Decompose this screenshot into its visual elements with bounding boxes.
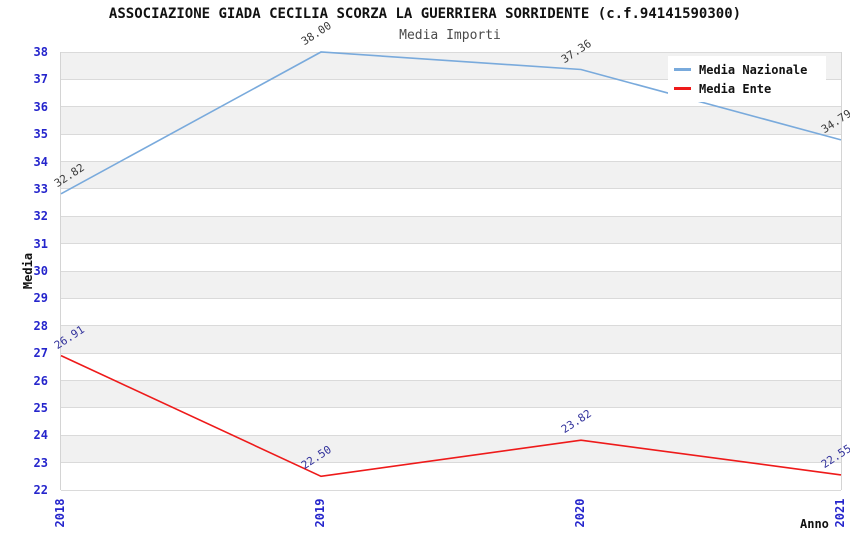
y-tick-label: 29 [33,291,48,306]
y-tick-label: 22 [33,483,48,497]
plot-band [61,353,841,381]
y-tick-label: 34 [33,154,48,169]
grid-line [61,297,841,299]
grid-line [61,489,841,491]
series-lines [60,51,842,478]
y-tick-label: 30 [33,264,48,278]
grid-line [61,51,841,53]
y-tick-label: 31 [33,236,48,251]
chart-title: ASSOCIAZIONE GIADA CECILIA SCORZA LA GUE… [108,6,742,22]
y-tick-label: 26 [33,373,48,388]
plot-band [61,407,841,436]
x-tick-label: 2020 [573,498,587,528]
y-tick-label: 24 [33,428,48,443]
x-tick-label: 2019 [313,498,327,528]
grid-line [61,407,841,409]
legend-item-media-ente: Media Ente [674,79,820,98]
plot-band [61,134,841,162]
grid-line [61,133,841,135]
grid-line [61,215,841,217]
grid-line [61,243,841,245]
plot-band [61,380,841,408]
plot-band [61,271,841,299]
chart-subtitle: Media Importi [399,28,501,43]
plot-area: 32.82 38.00 37.36 34.79 26.91 22.50 23.82 22.55 [52,19,850,491]
plot-band [61,243,841,271]
grid-line [61,188,841,190]
legend-label: Media Nazionale [699,62,808,77]
plot-band [61,188,841,217]
legend-item-media-nazionale: Media Nazionale [674,60,820,79]
legend-swatch-blue-line-icon [674,68,691,71]
series-line-media-ente [60,354,842,478]
plot-band [61,161,841,189]
grid-line [61,325,841,327]
x-tick-label: 2021 [833,498,847,528]
y-tick-label: 32 [33,209,48,224]
y-tick-label: 28 [33,318,48,333]
plot-band [61,298,841,326]
grid-line [61,161,841,162]
y-tick-label: 37 [33,72,48,87]
plot-band [61,106,841,135]
grid-line [61,270,841,272]
y-tick-label: 38 [33,45,48,59]
y-tick-label: 27 [33,346,48,361]
y-axis-title: Media [21,252,35,290]
y-tick-label: 35 [33,127,48,142]
grid-line [61,380,841,381]
grid-line [61,106,841,108]
x-axis-title: Anno [800,517,829,531]
legend-swatch-red-line-icon [674,87,691,90]
plot-band [61,462,841,490]
legend: Media Nazionale Media Ente [668,56,826,102]
plot-band [61,216,841,244]
y-tick-label: 25 [33,400,48,415]
x-tick-label: 2018 [53,498,67,528]
y-tick-label: 33 [33,181,48,196]
y-tick-label: 23 [33,455,48,470]
grid-line [61,434,841,436]
grid-line [61,462,841,464]
grid-line [61,352,841,354]
plot-band [61,325,841,354]
y-tick-label: 36 [33,99,48,114]
grid-line [61,78,841,80]
legend-label: Media Ente [699,81,772,96]
series-line-media-nazionale [60,51,842,195]
